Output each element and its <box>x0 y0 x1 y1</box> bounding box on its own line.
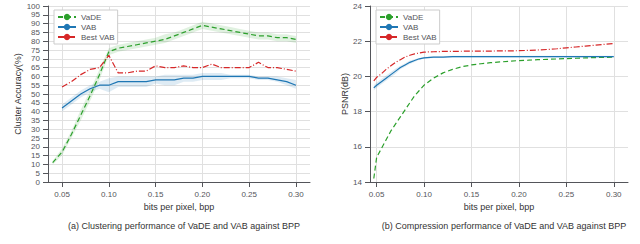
svg-text:70: 70 <box>31 54 40 63</box>
svg-text:0.05: 0.05 <box>369 190 385 199</box>
svg-text:60: 60 <box>31 72 40 81</box>
svg-text:40: 40 <box>31 107 40 116</box>
svg-text:0.10: 0.10 <box>101 190 117 199</box>
svg-text:55: 55 <box>31 81 40 90</box>
svg-text:0.20: 0.20 <box>195 190 211 199</box>
svg-text:30: 30 <box>31 125 40 134</box>
svg-text:45: 45 <box>31 98 40 107</box>
svg-text:(b) Compression performance of: (b) Compression performance of VaDE and … <box>382 221 626 231</box>
svg-text:14: 14 <box>353 178 362 187</box>
svg-text:100: 100 <box>27 2 41 11</box>
svg-text:0.15: 0.15 <box>148 190 164 199</box>
svg-text:20: 20 <box>353 72 362 81</box>
svg-text:0.25: 0.25 <box>559 190 575 199</box>
svg-text:35: 35 <box>31 116 40 125</box>
svg-text:bits per pixel, bpp: bits per pixel, bpp <box>464 202 535 212</box>
svg-text:(a) Clustering performance of: (a) Clustering performance of VaDE and V… <box>68 221 300 231</box>
svg-text:0.30: 0.30 <box>288 190 304 199</box>
svg-text:bits per pixel, bpp: bits per pixel, bpp <box>144 202 215 212</box>
svg-text:80: 80 <box>31 37 40 46</box>
svg-text:10: 10 <box>31 160 40 169</box>
svg-text:18: 18 <box>353 107 362 116</box>
svg-text:0.05: 0.05 <box>54 190 70 199</box>
svg-text:0.20: 0.20 <box>511 190 527 199</box>
svg-text:0.30: 0.30 <box>606 190 622 199</box>
svg-text:PSNR(dB): PSNR(dB) <box>340 73 350 115</box>
svg-text:95: 95 <box>31 10 40 19</box>
svg-text:22: 22 <box>353 37 362 46</box>
svg-text:0: 0 <box>36 178 41 187</box>
svg-text:VAB: VAB <box>81 23 96 32</box>
svg-text:VaDE: VaDE <box>403 13 423 22</box>
svg-text:VaDE: VaDE <box>81 13 101 22</box>
svg-text:Cluster Accuracy(%): Cluster Accuracy(%) <box>13 53 23 135</box>
svg-text:25: 25 <box>31 134 40 143</box>
svg-text:24: 24 <box>353 2 362 11</box>
svg-text:50: 50 <box>31 90 40 99</box>
svg-text:85: 85 <box>31 28 40 37</box>
svg-text:5: 5 <box>36 169 41 178</box>
svg-text:0.10: 0.10 <box>416 190 432 199</box>
svg-text:65: 65 <box>31 63 40 72</box>
svg-text:0.25: 0.25 <box>241 190 257 199</box>
svg-text:Best VAB: Best VAB <box>81 33 115 42</box>
svg-text:75: 75 <box>31 46 40 55</box>
svg-text:16: 16 <box>353 142 362 151</box>
svg-text:90: 90 <box>31 19 40 28</box>
svg-text:20: 20 <box>31 142 40 151</box>
svg-text:Best VAB: Best VAB <box>403 33 437 42</box>
svg-text:VAB: VAB <box>403 23 418 32</box>
svg-text:15: 15 <box>31 151 40 160</box>
svg-text:0.15: 0.15 <box>464 190 480 199</box>
